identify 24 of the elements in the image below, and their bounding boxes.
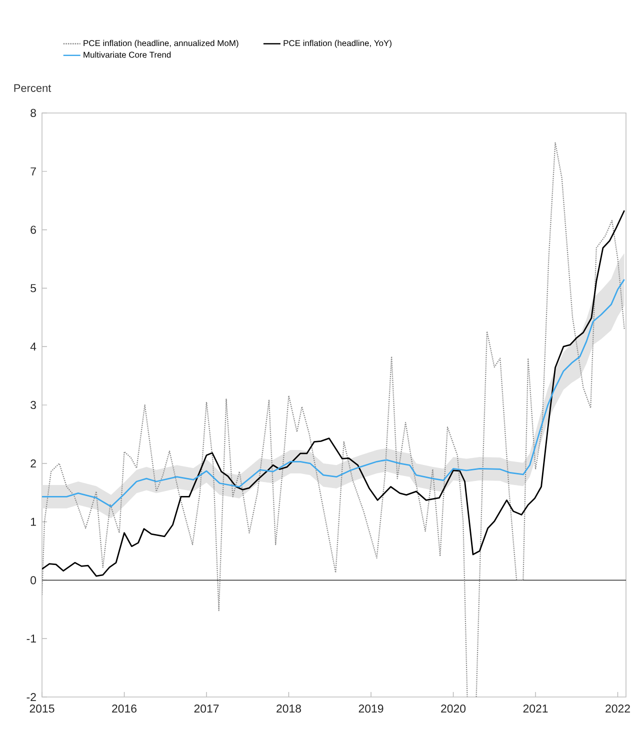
y-tick-label: 0 [30, 576, 36, 584]
y-tick-label: 8 [30, 108, 36, 118]
line-series [42, 210, 626, 577]
x-tick-label: 2019 [358, 704, 384, 713]
x-tick-label: 2016 [112, 704, 136, 713]
y-tick-label: 7 [30, 167, 36, 176]
y-tick-label: 5 [30, 284, 36, 292]
y-tick-label: -2 [26, 693, 36, 701]
legend-label: PCE inflation (headline, YoY) [284, 40, 392, 48]
x-tick-label: 2022 [606, 704, 630, 713]
y-tick-label: 1 [30, 518, 36, 526]
y-axis-title: Percent [14, 84, 52, 92]
x-tick-label: 2015 [30, 704, 54, 713]
y-tick-label: 4 [30, 342, 36, 351]
legend-label: Multivariate Core Trend [84, 52, 171, 58]
y-tick-label: 2 [30, 459, 36, 468]
x-tick-label: 2018 [276, 704, 301, 713]
x-tick-label: 2017 [194, 704, 219, 713]
x-tick-label: 2021 [523, 704, 548, 713]
y-tick-label: -1 [26, 634, 36, 643]
x-tick-label: 2020 [441, 704, 466, 713]
legend-label: PCE inflation (headline, annualized MoM) [84, 40, 238, 48]
y-tick-label: 6 [30, 226, 36, 234]
y-tick-label: 3 [30, 400, 36, 410]
